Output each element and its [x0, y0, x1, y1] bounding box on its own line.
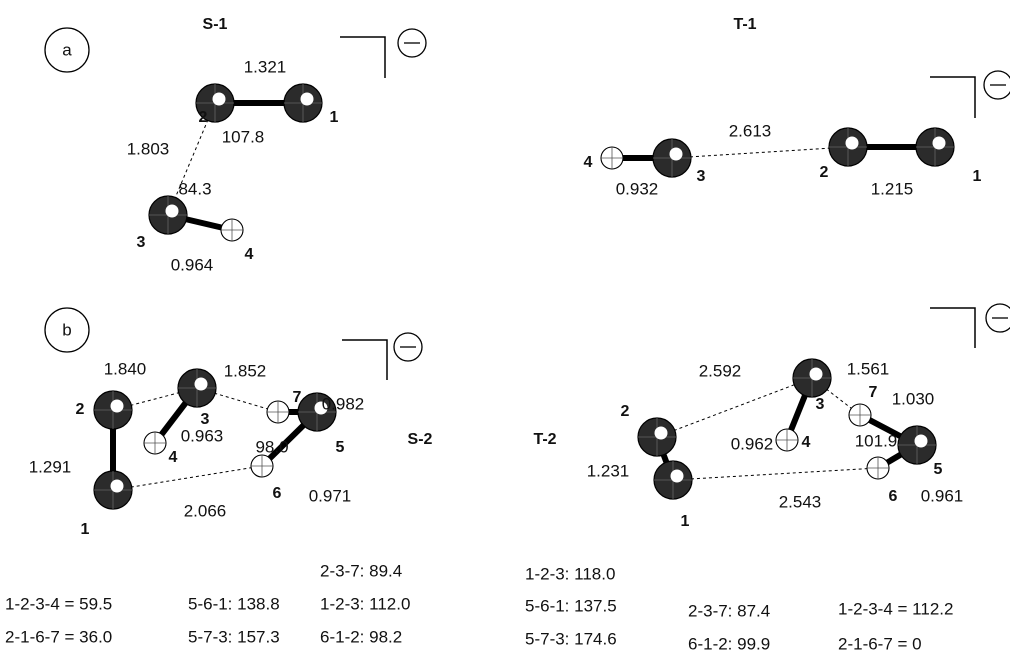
- angle: 98.0: [255, 437, 288, 456]
- geometry-value: 2-3-7: 87.4: [688, 601, 770, 620]
- structure-name: T-2: [533, 431, 556, 448]
- atom-highlight: [810, 368, 823, 381]
- panel-a-badge: a: [45, 28, 89, 72]
- atom-label: 3: [697, 168, 706, 185]
- structure-name: S-1: [203, 16, 228, 33]
- atom-label: 1: [681, 513, 690, 530]
- bond-length: 2.066: [184, 501, 227, 520]
- panel-label: b: [62, 320, 71, 339]
- atom-label: 2: [76, 401, 85, 418]
- bond-length: 2.543: [779, 492, 822, 511]
- atom-highlight: [655, 427, 668, 440]
- geometry-value: 5-7-3: 157.3: [188, 627, 280, 646]
- charge-bracket: [930, 308, 975, 348]
- bond-length: 0.963: [181, 426, 224, 445]
- bond-length: 0.964: [171, 255, 214, 274]
- atom-highlight: [111, 480, 124, 493]
- bond-length: 1.231: [587, 461, 630, 480]
- bond-length: 0.962: [731, 434, 774, 453]
- bond-length: 0.961: [921, 486, 964, 505]
- atom-label: 5: [336, 439, 345, 456]
- atom-label: 4: [245, 246, 254, 263]
- bond-length: 1.215: [871, 179, 914, 198]
- angle: 107.8: [222, 127, 265, 146]
- geometry-value: 1-2-3: 112.0: [320, 594, 410, 613]
- geometry-value: 5-7-3: 174.6: [525, 629, 617, 648]
- panel-b-badge: b: [45, 308, 89, 352]
- atom-highlight: [915, 435, 928, 448]
- geometry-value: 1-2-3-4 = 59.5: [5, 594, 112, 613]
- atom-label: 2: [199, 109, 208, 126]
- atom-label: 3: [816, 396, 825, 413]
- structure-name: T-1: [733, 16, 756, 33]
- geometry-value: 1-2-3-4 = 112.2: [838, 599, 953, 618]
- atom-label: 4: [584, 154, 593, 171]
- atom-highlight: [166, 205, 179, 218]
- geometry-value: 6-1-2: 98.2: [320, 627, 402, 646]
- geometry-value: 5-6-1: 137.5: [525, 596, 617, 615]
- atom-label: 7: [293, 389, 302, 406]
- atom-highlight: [111, 400, 124, 413]
- panel-label: a: [62, 40, 72, 59]
- bond-length: 2.613: [729, 121, 772, 140]
- atom-label: 1: [330, 109, 339, 126]
- geometry-value: 2-1-6-7 = 0: [838, 634, 922, 653]
- charge-bracket: [342, 340, 387, 380]
- geometry-value: 6-1-2: 99.9: [688, 634, 770, 653]
- h-bond: [113, 466, 262, 490]
- atom-label: 3: [137, 234, 146, 251]
- figure: a b S-1 1.321 2 1 107.8 1.803 84.3 3 4 0.964 T-1 2.…: [0, 0, 1010, 656]
- geometry-value: 5-6-1: 138.8: [188, 594, 280, 613]
- atom-label: 6: [273, 485, 282, 502]
- bond-length: 0.971: [309, 486, 352, 505]
- bond-length: 0.932: [616, 179, 659, 198]
- angle: 101.9: [855, 431, 898, 450]
- atom-label: 4: [802, 434, 811, 451]
- atom-highlight: [301, 93, 314, 106]
- charge-bracket: [340, 37, 385, 78]
- charge-bracket: [930, 77, 975, 118]
- atom-highlight: [195, 378, 208, 391]
- h-bond: [673, 468, 878, 480]
- structure-name: S-2: [408, 431, 433, 448]
- bond-length: 0.982: [322, 394, 365, 413]
- atom-label: 6: [889, 488, 898, 505]
- geometry-value: 1-2-3: 118.0: [525, 564, 615, 583]
- atom-label: 7: [869, 384, 878, 401]
- bond-length: 1.561: [847, 359, 890, 378]
- bond-length: 2.592: [699, 361, 742, 380]
- atom-highlight: [933, 137, 946, 150]
- geometry-value: 2-3-7: 89.4: [320, 561, 402, 580]
- atom-highlight: [671, 470, 684, 483]
- atom-highlight: [846, 137, 859, 150]
- bond-length: 1.291: [29, 457, 72, 476]
- atom-label: 2: [621, 403, 630, 420]
- bond-length: 1.852: [224, 361, 267, 380]
- geometry-value: 2-1-6-7 = 36.0: [5, 627, 112, 646]
- angle: 84.3: [178, 179, 211, 198]
- bond-length: 1.803: [127, 139, 170, 158]
- atom-label: 1: [81, 521, 90, 538]
- atom-label: 4: [169, 449, 178, 466]
- atom-highlight: [213, 93, 226, 106]
- h-bond: [672, 147, 848, 158]
- atom-highlight: [670, 148, 683, 161]
- bond-length: 1.030: [892, 389, 935, 408]
- atom-label: 5: [934, 461, 943, 478]
- atom-label: 1: [973, 168, 982, 185]
- bond-length: 1.321: [244, 57, 287, 76]
- bond-length: 1.840: [104, 359, 147, 378]
- atom-label: 2: [820, 164, 829, 181]
